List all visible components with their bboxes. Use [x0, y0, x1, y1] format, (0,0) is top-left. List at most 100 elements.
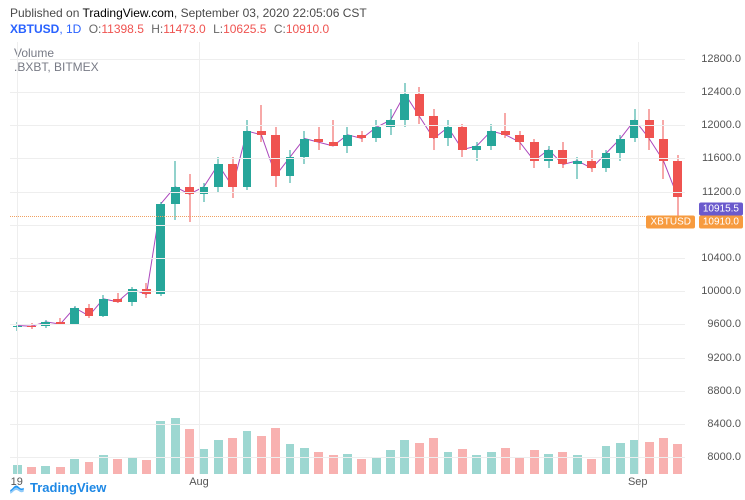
candle-body — [228, 164, 237, 186]
published-prefix: Published on — [10, 6, 83, 20]
price-tag-symbol: XBTUSD — [646, 215, 695, 228]
candle-body — [314, 139, 323, 143]
candle[interactable] — [343, 42, 352, 428]
candle[interactable] — [228, 42, 237, 428]
wick — [261, 105, 262, 142]
candle[interactable] — [185, 42, 194, 428]
last-price-line — [10, 216, 685, 217]
candle[interactable] — [243, 42, 252, 428]
candle[interactable] — [400, 42, 409, 428]
candle[interactable] — [372, 42, 381, 428]
volume-bar — [85, 462, 94, 474]
candle-body — [415, 94, 424, 116]
candle-body — [27, 326, 36, 327]
candle[interactable] — [458, 42, 467, 428]
footer-logo[interactable]: TradingView — [8, 478, 106, 496]
h-label: H: — [151, 22, 163, 36]
o-label: O: — [89, 22, 102, 36]
candle[interactable] — [99, 42, 108, 428]
candle[interactable] — [558, 42, 567, 428]
candle-body — [400, 94, 409, 120]
candle[interactable] — [587, 42, 596, 428]
candle-chart[interactable] — [10, 42, 685, 428]
candle-body — [300, 139, 309, 158]
candle[interactable] — [257, 42, 266, 428]
volume-bar — [113, 459, 122, 475]
candle[interactable] — [515, 42, 524, 428]
candle[interactable] — [357, 42, 366, 428]
volume-bar — [602, 446, 611, 474]
y-tick-label: 11600.0 — [702, 152, 741, 164]
volume-bar — [372, 457, 381, 474]
candle[interactable] — [41, 42, 50, 428]
symbol: XBTUSD — [10, 22, 59, 36]
candle[interactable] — [286, 42, 295, 428]
candle[interactable] — [314, 42, 323, 428]
candle[interactable] — [487, 42, 496, 428]
volume-bar — [257, 436, 266, 474]
candle[interactable] — [199, 42, 208, 428]
volume-bar — [70, 459, 79, 474]
candle[interactable] — [602, 42, 611, 428]
candle-body — [429, 116, 438, 138]
candle[interactable] — [56, 42, 65, 428]
candle-body — [386, 120, 395, 127]
candle-body — [271, 135, 280, 176]
candle[interactable] — [156, 42, 165, 428]
l-label: L: — [213, 22, 223, 36]
candle[interactable] — [544, 42, 553, 428]
candle[interactable] — [85, 42, 94, 428]
y-tick-label: 9600.0 — [707, 318, 741, 330]
gridline — [10, 358, 685, 359]
candle[interactable] — [142, 42, 151, 428]
candle[interactable] — [386, 42, 395, 428]
y-tick-label: 10000.0 — [701, 285, 741, 297]
volume-bar — [530, 450, 539, 474]
candle-body — [573, 161, 582, 165]
candle[interactable] — [329, 42, 338, 428]
candle-body — [602, 153, 611, 168]
tradingview-icon — [8, 478, 26, 496]
gridline — [10, 59, 685, 60]
candle[interactable] — [214, 42, 223, 428]
volume-bar — [128, 457, 137, 474]
candle[interactable] — [501, 42, 510, 428]
c-label: C: — [274, 22, 286, 36]
volume-bar — [56, 467, 65, 474]
candle-body — [501, 131, 510, 135]
candle-body — [185, 187, 194, 194]
candle[interactable] — [530, 42, 539, 428]
volume-bar — [501, 448, 510, 474]
candle[interactable] — [128, 42, 137, 428]
candle-body — [329, 142, 338, 146]
volume-bar — [27, 467, 36, 474]
volume-bar — [659, 438, 668, 474]
candle[interactable] — [659, 42, 668, 428]
candle[interactable] — [300, 42, 309, 428]
price-tag: 10915.5 — [699, 203, 743, 216]
candle[interactable] — [171, 42, 180, 428]
candle-body — [515, 135, 524, 142]
candle[interactable] — [573, 42, 582, 428]
candle-body — [472, 146, 481, 150]
candle-body — [156, 204, 165, 295]
candle-body — [257, 131, 266, 135]
candle[interactable] — [113, 42, 122, 428]
candle[interactable] — [415, 42, 424, 428]
candle[interactable] — [645, 42, 654, 428]
volume-bar — [185, 429, 194, 474]
h-value: 11473.0 — [163, 22, 206, 36]
candle[interactable] — [271, 42, 280, 428]
volume-bar — [587, 459, 596, 475]
volume-bar — [271, 428, 280, 475]
y-tick-label: 12400.0 — [701, 86, 741, 98]
candle[interactable] — [429, 42, 438, 428]
gridline — [10, 258, 685, 259]
volume-bar — [415, 443, 424, 474]
candle[interactable] — [27, 42, 36, 428]
candle[interactable] — [616, 42, 625, 428]
candle[interactable] — [673, 42, 682, 428]
candle[interactable] — [472, 42, 481, 428]
candle[interactable] — [444, 42, 453, 428]
candle[interactable] — [70, 42, 79, 428]
